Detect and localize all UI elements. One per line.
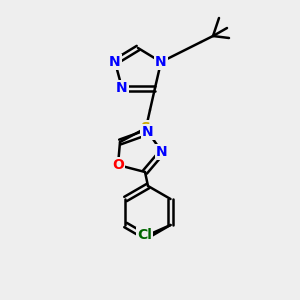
- Text: N: N: [109, 55, 121, 69]
- Text: N: N: [155, 55, 167, 69]
- Text: N: N: [156, 145, 168, 159]
- Text: Cl: Cl: [137, 228, 152, 242]
- Text: O: O: [112, 158, 124, 172]
- Text: N: N: [116, 81, 128, 95]
- Text: N: N: [142, 125, 154, 139]
- Text: S: S: [141, 121, 151, 135]
